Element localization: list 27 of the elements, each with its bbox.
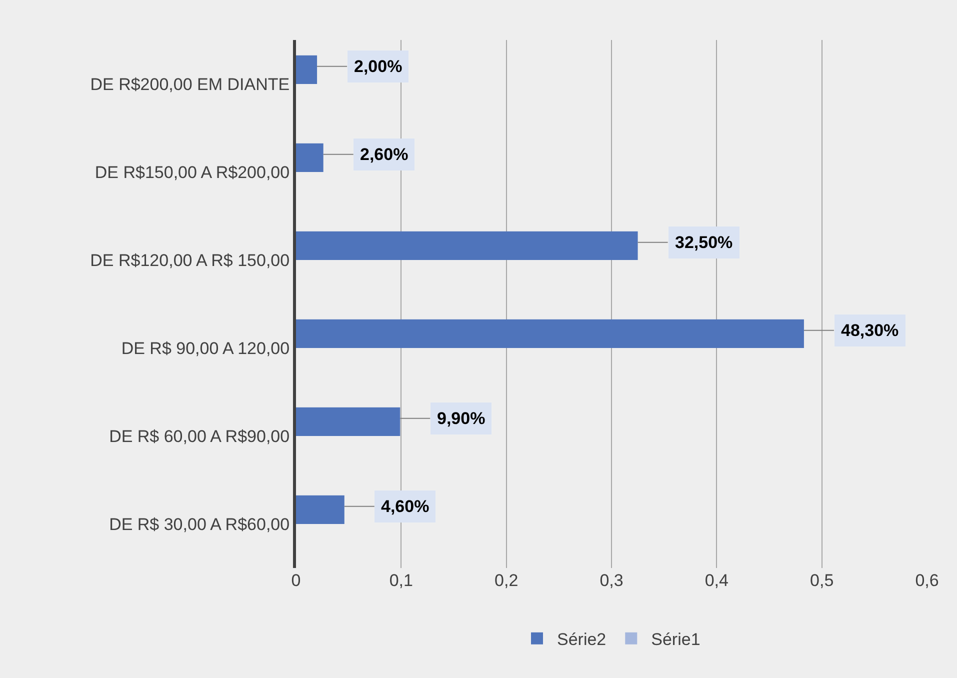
- bar: [296, 319, 804, 348]
- x-tick-label: 0,4: [704, 571, 728, 590]
- data-label: 32,50%: [675, 233, 733, 252]
- x-tick-label: 0,2: [494, 571, 518, 590]
- bar: [296, 55, 318, 84]
- data-label: 4,60%: [381, 497, 430, 516]
- y-tick-label: DE R$120,00 A R$ 150,00: [90, 250, 290, 270]
- y-tick-label: DE R$200,00 EM DIANTE: [90, 74, 290, 94]
- y-tick-label: DE R$150,00 A R$200,00: [94, 162, 290, 182]
- bar: [296, 143, 324, 172]
- legend-label: Série1: [651, 630, 700, 649]
- bar: [296, 231, 638, 260]
- y-tick-label: DE R$ 90,00 A 120,00: [121, 338, 290, 358]
- data-label: 48,30%: [841, 321, 899, 340]
- data-label: 2,00%: [354, 57, 402, 76]
- legend-label: Série2: [557, 630, 606, 649]
- bar: [296, 495, 344, 524]
- y-tick-label: DE R$ 30,00 A R$60,00: [109, 514, 290, 534]
- bar: [296, 407, 400, 436]
- x-tick-label: 0,5: [810, 571, 834, 590]
- x-tick-label: 0,6: [915, 571, 939, 590]
- data-label: 9,90%: [437, 409, 486, 428]
- x-tick-label: 0: [291, 571, 301, 590]
- data-label: 2,60%: [360, 145, 408, 164]
- x-tick-label: 0,3: [600, 571, 624, 590]
- x-tick-label: 0,1: [389, 571, 413, 590]
- y-tick-label: DE R$ 60,00 A R$90,00: [109, 426, 290, 446]
